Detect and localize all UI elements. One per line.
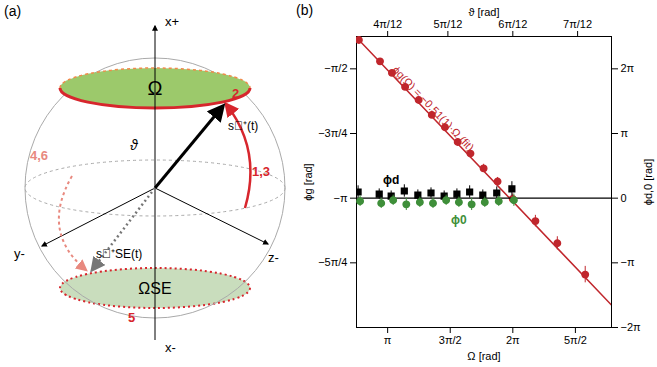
svg-text:ΩSE: ΩSE (138, 280, 171, 297)
svg-text:0: 0 (621, 192, 627, 204)
svg-text:5: 5 (128, 310, 135, 325)
svg-text:2π: 2π (506, 334, 520, 346)
svg-text:3π/2: 3π/2 (439, 334, 462, 346)
svg-text:−2π: −2π (621, 321, 642, 333)
svg-text:(a): (a) (4, 3, 21, 19)
svg-text:ϕd: ϕd (383, 173, 399, 187)
svg-text:Ω [rad]: Ω [rad] (467, 350, 500, 362)
svg-text:−3π/4: −3π/4 (318, 127, 347, 139)
svg-text:6π/12: 6π/12 (498, 18, 527, 30)
svg-text:x+: x+ (165, 14, 179, 29)
svg-text:s⃗⁺SE(t): s⃗⁺SE(t) (96, 247, 142, 261)
html-text:(b): (b) (296, 2, 314, 18)
svg-text:−π: −π (333, 192, 347, 204)
svg-text:ϕg(Ω) = −0.51(1)·Ω (fit): ϕg(Ω) = −0.51(1)·Ω (fit) (390, 64, 476, 154)
svg-text:−5π/4: −5π/4 (318, 256, 347, 268)
svg-text:z-: z- (268, 250, 279, 265)
svg-text:1,3: 1,3 (252, 164, 270, 179)
svg-text:ϕ0: ϕ0 (451, 213, 467, 227)
svg-text:7π/12: 7π/12 (563, 18, 592, 30)
svg-text:4π/12: 4π/12 (373, 18, 402, 30)
svg-text:π: π (621, 127, 629, 139)
svg-text:y-: y- (14, 246, 25, 261)
svg-text:Ω: Ω (148, 77, 163, 99)
svg-text:−π/2: −π/2 (324, 62, 347, 74)
svg-text:2π: 2π (621, 62, 635, 74)
svg-text:5π/2: 5π/2 (564, 334, 587, 346)
svg-text:ϕd,0 [rad]: ϕd,0 [rad] (642, 159, 654, 206)
svg-text:π: π (384, 334, 392, 346)
svg-text:4,6: 4,6 (30, 148, 48, 163)
svg-text:ϑ [rad]: ϑ [rad] (468, 6, 499, 18)
svg-text:ϑ: ϑ (130, 137, 139, 153)
svg-text:s⃗⁺(t): s⃗⁺(t) (228, 119, 258, 133)
svg-text:x-: x- (165, 340, 176, 355)
svg-text:2: 2 (232, 86, 239, 101)
svg-text:5π/12: 5π/12 (433, 18, 462, 30)
svg-text:ϕg [rad]: ϕg [rad] (302, 163, 314, 200)
svg-text:−π: −π (621, 256, 635, 268)
